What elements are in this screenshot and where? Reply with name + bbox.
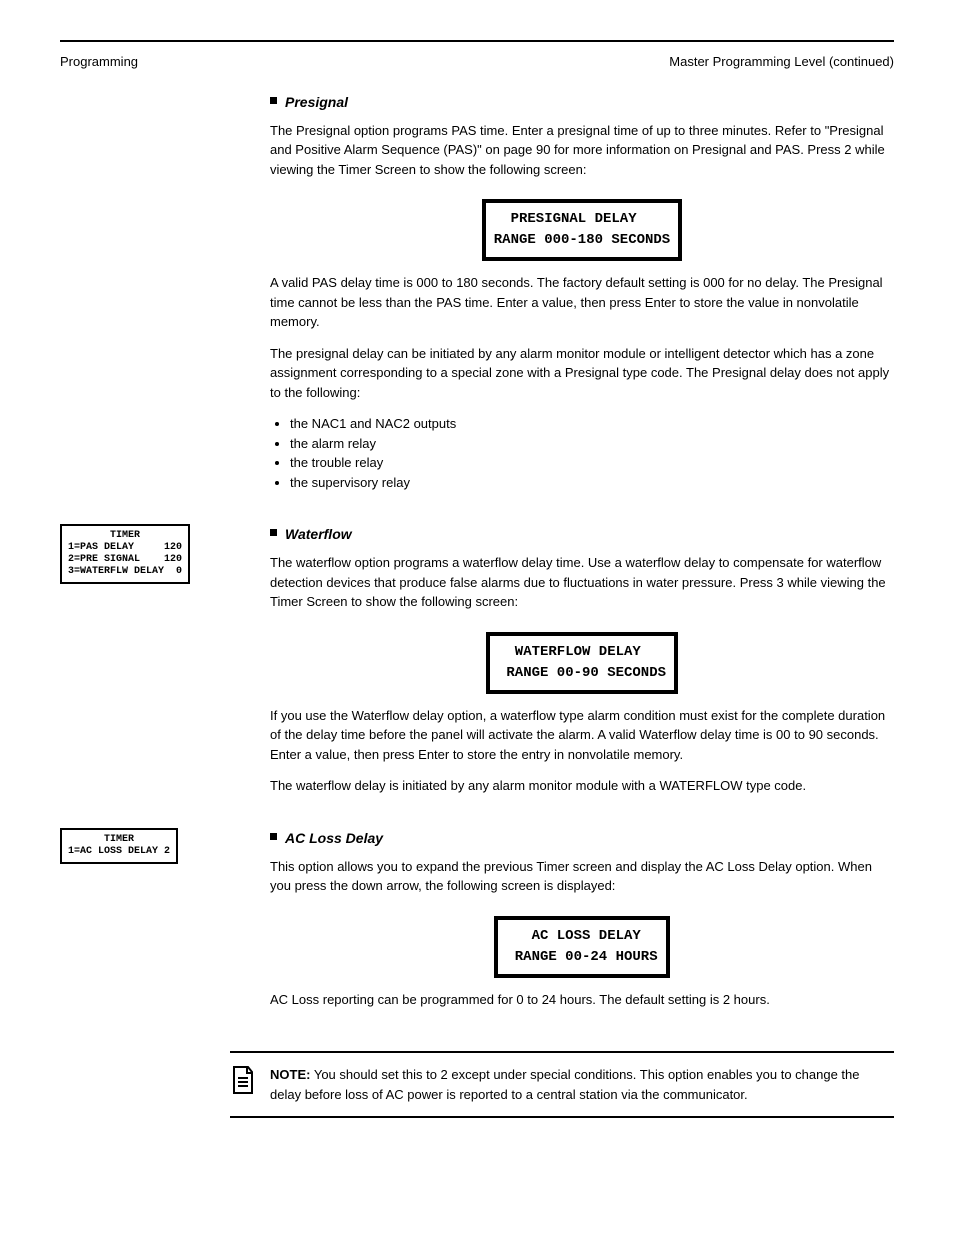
acloss-intro: This option allows you to expand the pre… (270, 857, 894, 896)
presignal-heading: Presignal (270, 92, 894, 113)
top-rule (60, 40, 894, 42)
note-block: NOTE: You should set this to 2 except un… (230, 1051, 894, 1118)
bullet-icon (270, 97, 277, 104)
acloss-lcd: AC LOSS DELAY RANGE 00-24 HOURS (494, 916, 669, 978)
acloss-heading: AC Loss Delay (270, 828, 894, 849)
note-icon (230, 1065, 256, 1095)
waterflow-heading: Waterflow (270, 524, 894, 545)
bullet-icon (270, 529, 277, 536)
waterflow-p2: If you use the Waterflow delay option, a… (270, 706, 894, 765)
presignal-lcd: PRESIGNAL DELAY RANGE 000-180 SECONDS (482, 199, 682, 261)
list-item: the supervisory relay (290, 473, 894, 493)
note-text: NOTE: You should set this to 2 except un… (270, 1065, 894, 1104)
list-item: the NAC1 and NAC2 outputs (290, 414, 894, 434)
bullet-icon (270, 833, 277, 840)
header-right: Master Programming Level (continued) (669, 52, 894, 72)
presignal-p2: A valid PAS delay time is 000 to 180 sec… (270, 273, 894, 332)
acloss-p2: AC Loss reporting can be programmed for … (270, 990, 894, 1010)
header-left: Programming (60, 52, 138, 72)
presignal-p3: The presignal delay can be initiated by … (270, 344, 894, 403)
waterflow-p3: The waterflow delay is initiated by any … (270, 776, 894, 796)
waterflow-intro: The waterflow option programs a waterflo… (270, 553, 894, 612)
list-item: the trouble relay (290, 453, 894, 473)
timer-menu2-lcd: TIMER1=AC LOSS DELAY 2 (60, 828, 178, 864)
page-header: Programming Master Programming Level (co… (60, 52, 894, 72)
presignal-exclusions: the NAC1 and NAC2 outputs the alarm rela… (270, 414, 894, 492)
timer-menu-lcd: TIMER1=PAS DELAY 120 2=PRE SIGNAL 120 3=… (60, 524, 190, 584)
waterflow-lcd: WATERFLOW DELAY RANGE 00-90 SECONDS (486, 632, 678, 694)
presignal-intro: The Presignal option programs PAS time. … (270, 121, 894, 180)
list-item: the alarm relay (290, 434, 894, 454)
